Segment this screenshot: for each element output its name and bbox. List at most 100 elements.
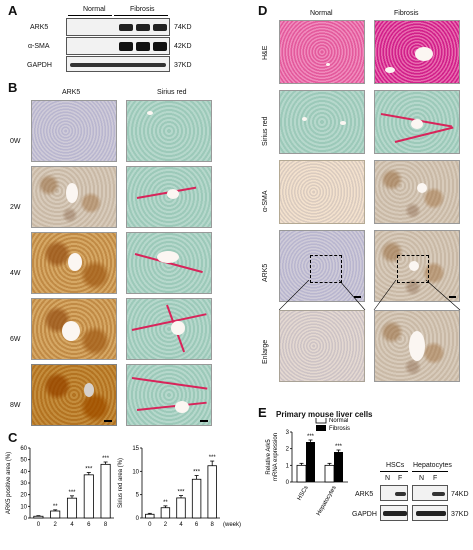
- blot-e-ark5-hep: [412, 485, 448, 501]
- panel-d-label: D: [258, 3, 268, 18]
- panel-a-group-fibrosis: Fibrosis: [130, 6, 155, 13]
- blot-e-lane-f1: F: [398, 475, 403, 482]
- chart-c1-xtick-label: 2: [54, 522, 58, 528]
- micro-d-enlarge-fibrosis: [374, 310, 460, 382]
- micro-ark5-4w: [31, 232, 117, 294]
- chart-c2-ytick-label: 15: [132, 446, 139, 452]
- chart-c2-sig-star: ***: [209, 455, 217, 461]
- panel-a-row-gapdh: GAPDH: [27, 62, 52, 69]
- blot-e-row-gapdh: GAPDH: [352, 511, 377, 518]
- chart-c1-bar: [50, 510, 61, 519]
- blot-gapdh: [66, 56, 170, 72]
- chart-e-bar-fibrosis: [334, 452, 343, 482]
- blot-e-gapdh-hep: [412, 505, 448, 521]
- chart-c2-ytick-label: 0: [136, 516, 140, 522]
- panel-d-row-sirius: Sirius red: [262, 116, 269, 146]
- chart-e-ytick-label: 0: [286, 480, 290, 486]
- blot-e-kd-gapdh: 37KD: [451, 511, 469, 518]
- chart-e-ytick-label: 1: [286, 463, 290, 469]
- chart-c1-xtick-label: 6: [87, 522, 91, 528]
- chart-e-xtick-label: Hepatocytes: [316, 485, 338, 517]
- panel-b-col-ark5: ARK5: [62, 89, 81, 96]
- panel-a-normal-line: [68, 15, 112, 16]
- chart-c2-bar: [207, 465, 217, 519]
- chart-e-xtick-label: HSCs: [297, 485, 310, 502]
- chart-e-legend-swatch-fibrosis: [316, 425, 326, 431]
- chart-c2-sig-star: ***: [177, 490, 185, 496]
- panel-d-row-ark5: ARK5: [262, 263, 269, 282]
- micro-d-sirius-fibrosis: [374, 90, 460, 154]
- scale-bar-b-left: [104, 420, 112, 422]
- chart-c2-bar: [160, 507, 171, 519]
- micro-sirius-8w: [126, 364, 212, 426]
- panel-a-kd-ark5: 74KD: [174, 24, 192, 31]
- chart-c1-ytick-label: 30: [20, 481, 27, 487]
- chart-c2-ytick-label: 5: [136, 493, 140, 499]
- chart-e-ytick-label: 3: [286, 430, 290, 436]
- panel-b-row-2w: 2W: [10, 204, 21, 211]
- micro-sirius-2w: [126, 166, 212, 228]
- chart-c1-ylabel: ARK5 positive area (%): [6, 452, 12, 514]
- blot-e-line-2: [412, 471, 448, 472]
- chart-c1-bar: [33, 515, 44, 519]
- micro-d-enlarge-normal: [279, 310, 365, 382]
- panel-b-row-4w: 4W: [10, 270, 21, 277]
- chart-c1-sig-star: ***: [102, 456, 110, 462]
- chart-c2-ytick-label: 10: [132, 469, 139, 475]
- chart-c1-bar: [66, 497, 78, 519]
- chart-e-bar-normal: [324, 464, 335, 483]
- chart-c1-sig-star: **: [53, 504, 58, 510]
- blot-e-group-hscs: HSCs: [386, 462, 405, 469]
- blot-e-line-1: [380, 471, 408, 472]
- chart-e-bar-fibrosis: [306, 442, 315, 482]
- panel-d-row-he: H&E: [262, 45, 269, 60]
- chart-c1-bar: [83, 474, 94, 519]
- micro-sirius-6w: [126, 298, 212, 360]
- chart-e-sig-star: ***: [307, 434, 315, 440]
- micro-sirius-4w: [126, 232, 212, 294]
- chart-e-ylabel: mRNA expression: [273, 433, 279, 481]
- panel-d-col-normal: Normal: [310, 10, 333, 17]
- zoom-box-fibrosis: [397, 255, 429, 283]
- chart-c2-xtick-label: 6: [195, 522, 199, 528]
- panel-d-col-fibrosis: Fibrosis: [394, 10, 419, 17]
- chart-c-ark5: 0 10 20 30 40 50 60 0 ** 2 *** 4 *** 6 *** 8 ARK5 positi…: [6, 446, 114, 528]
- chart-c1-ytick-label: 60: [20, 446, 27, 452]
- panel-b-row-0w: 0W: [10, 138, 21, 145]
- panel-a-kd-asma: 42KD: [174, 43, 192, 50]
- panel-e-label: E: [258, 405, 267, 420]
- chart-c1-ytick-label: 20: [20, 493, 27, 499]
- chart-e-legend-label: Normal: [329, 418, 348, 424]
- zoom-box-normal: [310, 255, 342, 283]
- blot-e-group-hepatocytes: Hepatocytes: [413, 462, 452, 469]
- panel-b-label: B: [8, 80, 18, 95]
- zoom-connectors: [279, 280, 461, 311]
- panel-a-label: A: [8, 3, 18, 18]
- panel-c-label: C: [8, 430, 18, 445]
- chart-c2-bar: [145, 513, 155, 519]
- blot-e-kd-ark5: 74KD: [451, 491, 469, 498]
- chart-c2-sig-star: ***: [193, 470, 201, 476]
- chart-c1-ytick-label: 40: [20, 469, 27, 475]
- chart-c1-bar: [100, 463, 111, 519]
- panel-a-fibrosis-line: [114, 15, 168, 16]
- blot-e-lane-f2: F: [433, 475, 438, 482]
- blot-asma: [66, 37, 170, 55]
- chart-e-bar-normal: [296, 464, 307, 483]
- blot-e-lane-n1: N: [385, 475, 391, 482]
- chart-c1-sig-star: ***: [68, 490, 76, 496]
- micro-sirius-0w: [126, 100, 212, 162]
- blot-ark5: [66, 18, 170, 36]
- chart-c1-ytick-label: 0: [24, 516, 28, 522]
- micro-d-sirius-normal: [279, 90, 365, 154]
- micro-d-he-fibrosis: [374, 20, 460, 84]
- chart-c2-bar: [176, 497, 186, 519]
- chart-e-legend-label: Fibrosis: [329, 426, 350, 432]
- micro-ark5-8w: [31, 364, 117, 426]
- chart-e-ytick-label: 2: [286, 447, 290, 453]
- chart-e-ylabel: Relative Ark5: [266, 439, 272, 475]
- panel-a-kd-gapdh: 37KD: [174, 62, 192, 69]
- chart-e-mrna: 0 1 2 3 Relative Ark5 mRNA expression *** HSCs *…: [266, 418, 350, 517]
- chart-c2-xtick-label: 4: [179, 522, 183, 528]
- panel-d-row-asma: α-SMA: [262, 190, 269, 212]
